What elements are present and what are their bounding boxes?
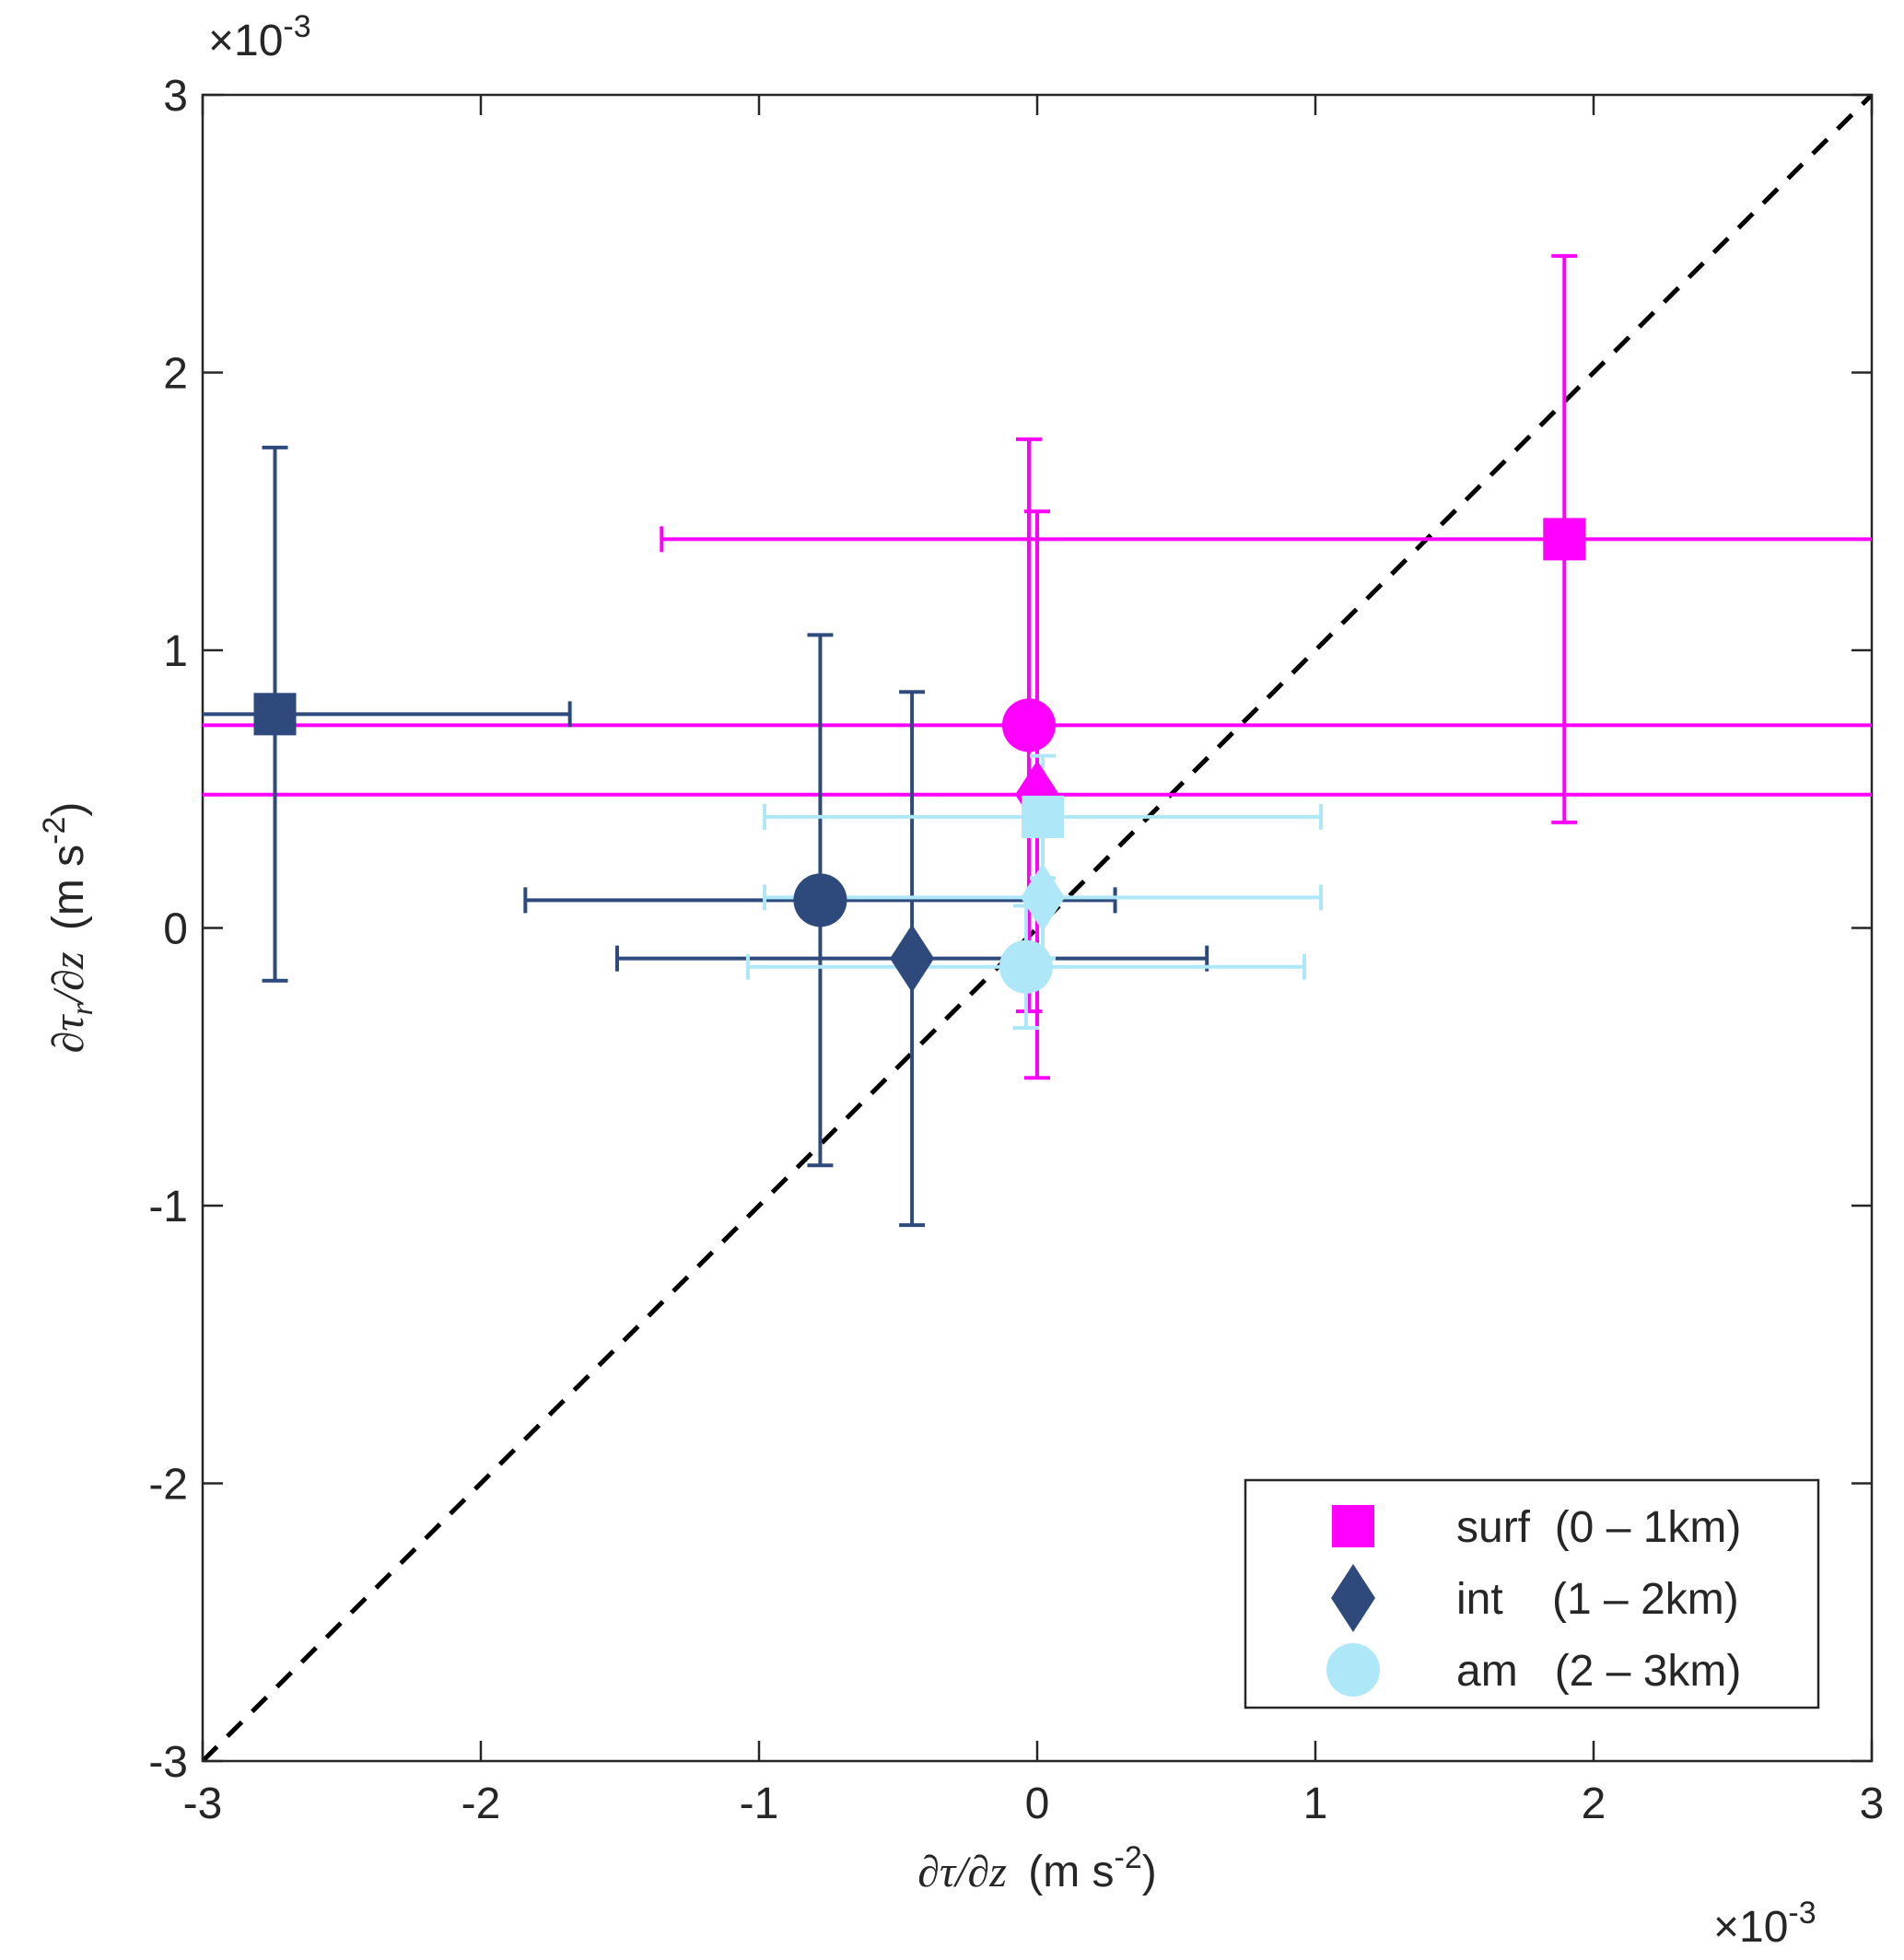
legend-label: int (1 – 2km)	[1456, 1575, 1739, 1624]
x-tick-label: 3	[1860, 1779, 1885, 1828]
x-tick-label: 0	[1025, 1779, 1050, 1828]
x-tick-label: -2	[461, 1779, 501, 1828]
x-tick-label: 1	[1303, 1779, 1328, 1828]
y-tick-label: -1	[148, 1183, 188, 1231]
y-axis-label: ∂τr/∂z (m s-2)	[37, 802, 99, 1054]
y-tick-label: 0	[163, 905, 188, 954]
x-tick-label: -3	[183, 1779, 223, 1828]
marker-circle	[793, 873, 847, 928]
x-axis-label: ∂τ/∂z (m s-2)	[917, 1840, 1157, 1896]
marker-circle	[999, 939, 1053, 994]
marker-circle	[1326, 1643, 1380, 1697]
x-scale-label: ×10-3	[1713, 1896, 1816, 1952]
marker-square	[253, 693, 297, 736]
y-tick-label: 3	[163, 72, 188, 121]
y-scale-label: ×10-3	[208, 9, 311, 65]
marker-square	[1543, 518, 1586, 561]
legend: surf (0 – 1km) int (1 – 2km) am (2 – 3km)	[1244, 1478, 1820, 1709]
marker-diamond	[1021, 863, 1066, 932]
marker-diamond	[1331, 1564, 1375, 1632]
y-tick-label: 1	[163, 627, 188, 676]
x-tick-label: 2	[1582, 1779, 1606, 1828]
marker-square	[1022, 795, 1065, 838]
marker-circle	[1001, 698, 1056, 752]
y-tick-label: 2	[163, 350, 188, 399]
x-tick-label: -1	[740, 1779, 779, 1828]
identity-line	[203, 95, 1872, 1761]
marker-diamond	[890, 924, 935, 993]
marker-square	[1332, 1505, 1374, 1547]
y-tick-label: -3	[148, 1738, 188, 1787]
legend-label: surf (0 – 1km)	[1456, 1503, 1741, 1552]
legend-label: am (2 – 3km)	[1456, 1647, 1741, 1696]
y-tick-label: -2	[148, 1461, 188, 1510]
plot-marks	[203, 95, 1872, 1761]
